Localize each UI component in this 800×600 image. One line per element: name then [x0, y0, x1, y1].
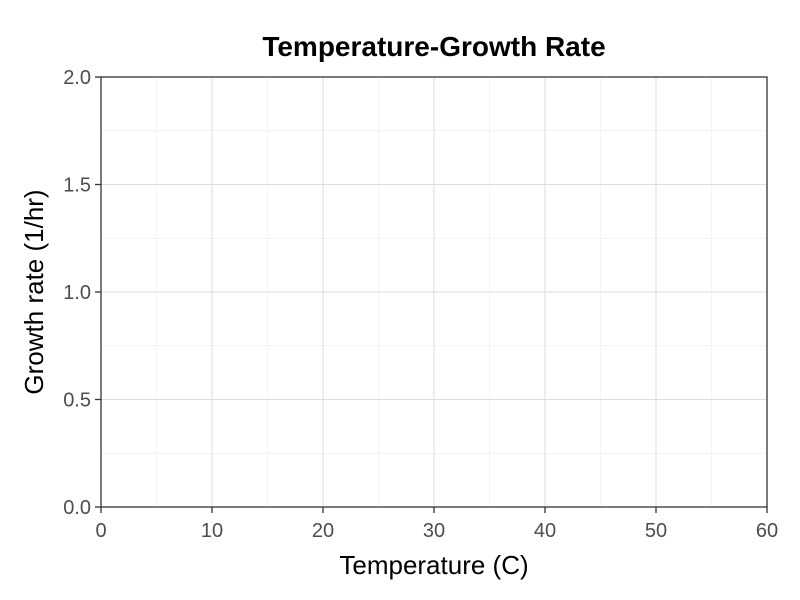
y-tick-label: 0.0 [63, 497, 91, 519]
x-axis-label: Temperature (C) [339, 550, 528, 580]
x-tick-label: 50 [645, 520, 667, 542]
y-axis-label: Growth rate (1/hr) [19, 189, 49, 394]
x-tick-label: 60 [756, 520, 778, 542]
axis-ticks: 0 10 20 30 40 50 60 0.0 0.5 1.0 1.5 2.0 [63, 67, 778, 542]
plot-panel-border [100, 76, 768, 508]
y-tick-label: 0.5 [63, 390, 91, 412]
x-tick-label: 10 [201, 520, 223, 542]
y-tick-label: 1.0 [63, 282, 91, 304]
x-tick-label: 30 [423, 520, 445, 542]
chart-title: Temperature-Growth Rate [262, 31, 605, 62]
x-tick-label: 0 [95, 520, 106, 542]
x-tick-label: 20 [312, 520, 334, 542]
y-tick-label: 1.5 [63, 175, 91, 197]
y-tick-label: 2.0 [63, 67, 91, 89]
x-tick-label: 40 [534, 520, 556, 542]
